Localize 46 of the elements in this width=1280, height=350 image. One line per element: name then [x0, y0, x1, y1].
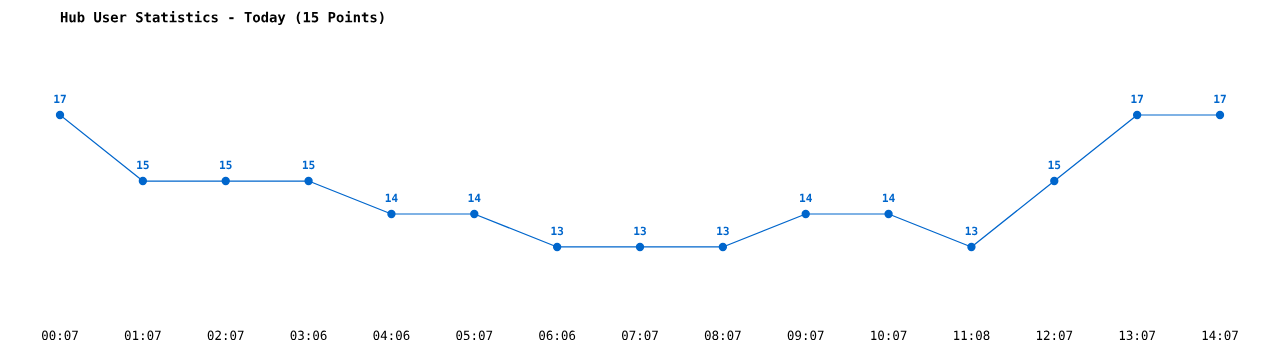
data-label: 15 — [137, 160, 149, 170]
data-label: 14 — [468, 193, 481, 202]
x-tick-label: 08:07 — [704, 330, 741, 341]
data-label: 17 — [54, 94, 66, 103]
x-tick-label: 06:06 — [539, 330, 576, 341]
data-label: 15 — [302, 160, 315, 170]
point — [718, 242, 728, 252]
x-tick-label: 02:07 — [207, 330, 244, 341]
data-label: 15 — [1048, 160, 1061, 170]
x-tick-label: 11:08 — [954, 330, 990, 341]
data-label: 13 — [551, 226, 564, 236]
point — [884, 209, 893, 219]
point — [1132, 110, 1142, 120]
data-label: 17 — [1131, 94, 1143, 103]
x-tick-label: 03:06 — [290, 330, 327, 341]
point — [221, 176, 230, 186]
data-label: 17 — [1214, 94, 1226, 103]
data-label: 14 — [800, 193, 812, 202]
data-label: 15 — [220, 160, 232, 170]
data-label: 14 — [882, 193, 895, 202]
x-tick-label: 12:07 — [1036, 330, 1073, 341]
point — [1050, 176, 1059, 186]
x-tick-label: 00:07 — [42, 330, 78, 341]
point — [304, 176, 313, 186]
data-label: 13 — [717, 226, 729, 236]
point — [1215, 110, 1225, 120]
data-label: 14 — [385, 193, 398, 202]
point — [470, 209, 479, 219]
point — [967, 242, 976, 252]
x-tick-label: 09:07 — [787, 330, 824, 341]
point — [635, 242, 645, 252]
x-tick-label: 14:07 — [1202, 330, 1238, 341]
data-label: 13 — [634, 226, 646, 236]
x-tick-label: 13:07 — [1119, 330, 1156, 341]
point — [387, 209, 396, 219]
chart-title: Hub User Statistics - Today (15 Points) — [60, 10, 384, 26]
point — [801, 209, 810, 219]
x-tick-label: 01:07 — [124, 330, 161, 341]
point — [55, 110, 65, 120]
point — [138, 176, 148, 186]
x-tick-label: 05:07 — [456, 330, 493, 341]
x-tick-label: 07:07 — [622, 330, 658, 341]
point — [552, 242, 562, 252]
x-tick-label: 10:07 — [871, 330, 907, 341]
x-tick-label: 04:06 — [373, 330, 410, 341]
data-label: 13 — [965, 226, 978, 236]
